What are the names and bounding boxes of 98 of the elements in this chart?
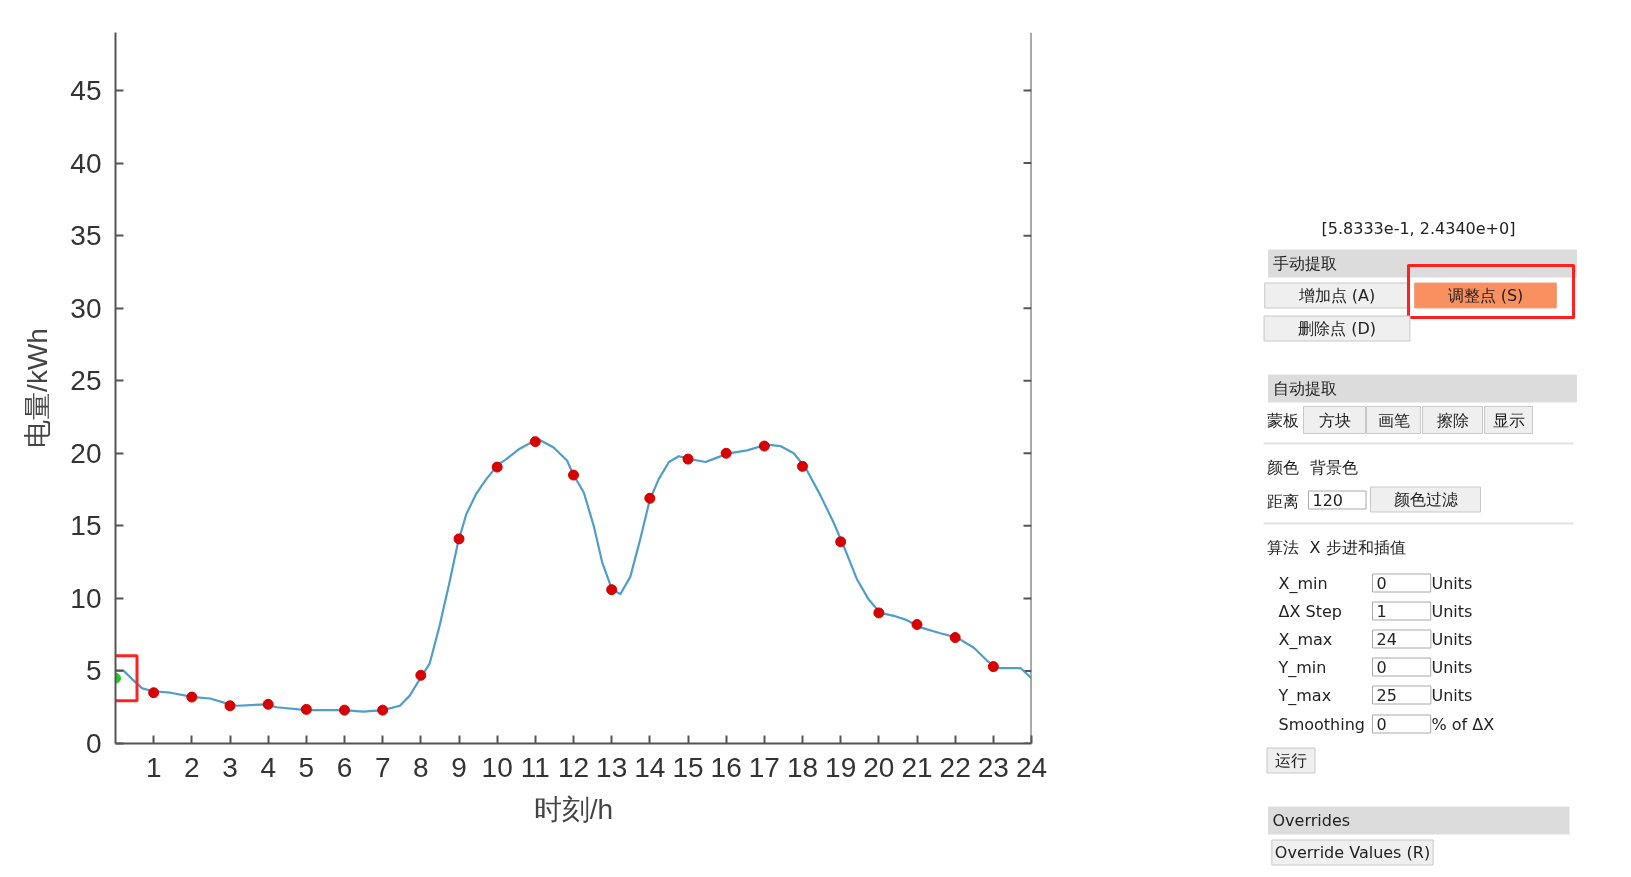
text: Y_max xyxy=(1277,686,1332,706)
text: X 步进和插值 xyxy=(1309,538,1406,557)
text: Units xyxy=(1431,574,1473,593)
text: 0 xyxy=(1376,715,1387,734)
y-tick-label: 40 xyxy=(70,147,102,179)
text: Units xyxy=(1431,630,1473,649)
y-tick-label: 30 xyxy=(70,292,102,324)
text: % of ΔX xyxy=(1431,715,1495,734)
point xyxy=(568,469,579,481)
text: 算法 xyxy=(1266,538,1299,557)
point xyxy=(262,698,274,710)
text: 120 xyxy=(1312,491,1344,510)
text: [5.8333e-1, 2.4340e+0] xyxy=(1321,219,1516,238)
text: Override Values (R) xyxy=(1274,843,1431,862)
text: X_min xyxy=(1278,574,1328,594)
x-tick-label: 13 xyxy=(596,751,628,783)
text: Smoothing xyxy=(1278,715,1365,734)
y-tick-label: 25 xyxy=(70,365,102,397)
x-tick-label: 11 xyxy=(520,751,550,783)
x-tick-label: 4 xyxy=(260,751,276,783)
x-tick-label: 16 xyxy=(710,751,742,783)
text: 颜色过滤 xyxy=(1393,490,1458,509)
text: 运行 xyxy=(1275,751,1307,770)
text: Units xyxy=(1431,658,1473,677)
point xyxy=(300,703,312,715)
text: X_max xyxy=(1278,630,1333,650)
x-tick-label: 7 xyxy=(374,751,391,783)
text: 0 xyxy=(1376,574,1387,593)
point xyxy=(224,700,236,712)
point xyxy=(987,661,999,673)
point xyxy=(606,584,618,596)
text: 增加点 (A) xyxy=(1297,286,1376,305)
x-tick-label: 5 xyxy=(298,751,315,783)
point xyxy=(491,461,503,473)
point xyxy=(758,440,770,452)
x-tick-label: 10 xyxy=(481,751,513,783)
text: 蒙板 xyxy=(1266,411,1299,430)
y-tick-label: 15 xyxy=(70,510,102,542)
point xyxy=(415,669,427,681)
x-tick-label: 3 xyxy=(222,751,238,783)
point xyxy=(339,704,350,716)
y-tick-label: 10 xyxy=(70,582,102,614)
x-tick-label: 2 xyxy=(184,751,200,783)
text: 1 xyxy=(1376,602,1387,621)
point xyxy=(911,619,923,631)
x-tick-label: 24 xyxy=(1015,751,1048,783)
point xyxy=(682,453,694,465)
x-tick-label: 23 xyxy=(977,751,1009,783)
y-tick-label: 45 xyxy=(70,75,102,107)
point xyxy=(453,533,465,545)
x-tick-label: 21 xyxy=(901,751,933,783)
text: 0 xyxy=(1376,658,1387,677)
point xyxy=(644,492,656,504)
text: 画笔 xyxy=(1377,410,1410,430)
point xyxy=(835,536,847,548)
point xyxy=(949,632,961,644)
y-axis-title: 电量/kWh xyxy=(22,328,54,448)
x-tick-label: 6 xyxy=(336,751,353,783)
text: 删除点 (D) xyxy=(1298,319,1376,338)
x-tick-label: 17 xyxy=(748,751,780,783)
text: 擦除 xyxy=(1436,410,1469,430)
text: 25 xyxy=(1376,686,1397,705)
text: 颜色 xyxy=(1266,458,1299,477)
text: 方块 xyxy=(1318,410,1351,430)
x-tick-label: 19 xyxy=(825,751,857,783)
point xyxy=(873,607,885,619)
text: 显示 xyxy=(1492,410,1525,430)
x-axis-title: 时刻/h xyxy=(533,793,614,825)
x-tick-label: 1 xyxy=(145,751,162,783)
text: 背景色 xyxy=(1309,458,1358,477)
x-tick-label: 18 xyxy=(786,751,819,783)
x-tick-label: 22 xyxy=(939,751,971,783)
text: ΔX Step xyxy=(1278,602,1342,621)
text: 距离 xyxy=(1266,492,1299,511)
y-tick-label: 0 xyxy=(85,728,102,759)
point xyxy=(377,704,389,716)
text: 调整点 (S) xyxy=(1447,286,1524,305)
x-tick-label: 12 xyxy=(557,751,590,783)
point xyxy=(797,460,808,472)
y-tick-label: 5 xyxy=(85,655,102,687)
text: Y_min xyxy=(1277,658,1327,678)
point xyxy=(186,691,198,703)
x-tick-label: 15 xyxy=(672,751,704,783)
point xyxy=(720,447,732,459)
x-tick-label: 8 xyxy=(413,751,429,783)
x-tick-label: 14 xyxy=(634,751,666,783)
x-tick-label: 9 xyxy=(451,751,467,783)
x-tick-label: 20 xyxy=(863,751,895,783)
y-tick-label: 35 xyxy=(70,220,102,252)
text: Units xyxy=(1431,686,1473,705)
point xyxy=(148,687,160,699)
text: Overrides xyxy=(1272,811,1351,830)
text: Units xyxy=(1431,602,1473,621)
text: 自动提取 xyxy=(1272,379,1337,398)
text: 手动提取 xyxy=(1272,254,1337,273)
text: 24 xyxy=(1376,630,1397,649)
y-tick-label: 20 xyxy=(70,437,102,469)
point xyxy=(529,436,541,448)
